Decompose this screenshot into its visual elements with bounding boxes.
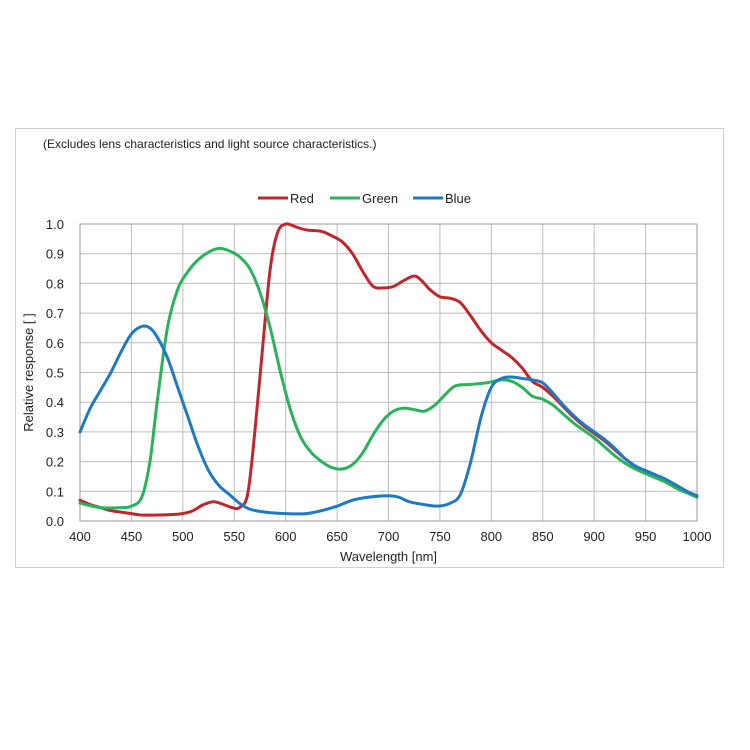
y-tick-label: 0.5 <box>46 366 64 381</box>
x-tick-label: 600 <box>275 529 297 544</box>
legend: Red Green Blue <box>258 191 471 206</box>
y-tick-label: 0.0 <box>46 514 64 529</box>
chart-note: (Excludes lens characteristics and light… <box>43 137 377 151</box>
x-axis-label: Wavelength [nm] <box>340 549 437 564</box>
x-tick-label: 400 <box>69 529 91 544</box>
x-tick-label: 500 <box>172 529 194 544</box>
y-tick-label: 0.4 <box>46 395 64 410</box>
y-tick-label: 0.9 <box>46 247 64 262</box>
y-tick-label: 0.7 <box>46 306 64 321</box>
y-tick-label: 0.3 <box>46 425 64 440</box>
x-tick-label: 1000 <box>683 529 712 544</box>
y-axis-label: Relative response [ ] <box>21 313 36 432</box>
y-tick-label: 0.8 <box>46 276 64 291</box>
legend-label-red: Red <box>290 191 314 206</box>
legend-label-blue: Blue <box>445 191 471 206</box>
x-tick-label: 900 <box>583 529 605 544</box>
y-tick-labels: 0.0 0.1 0.2 0.3 0.4 0.5 0.6 0.7 0.8 0.9 1.0 <box>46 217 64 529</box>
series-line-green <box>78 246 699 510</box>
x-tick-label: 800 <box>480 529 502 544</box>
y-tick-label: 0.1 <box>46 484 64 499</box>
x-tick-label: 750 <box>429 529 451 544</box>
y-tick-label: 0.6 <box>46 336 64 351</box>
chart-frame: (Excludes lens characteristics and light… <box>15 128 724 568</box>
x-tick-label: 450 <box>121 529 143 544</box>
x-tick-label: 550 <box>223 529 245 544</box>
x-tick-label: 850 <box>532 529 554 544</box>
y-tick-label: 0.2 <box>46 455 64 470</box>
series-lines <box>78 222 699 517</box>
x-tick-label: 650 <box>326 529 348 544</box>
x-tick-label: 700 <box>378 529 400 544</box>
x-tick-labels: 400 450 500 550 600 650 700 750 800 850 900 950 1000 <box>69 529 711 544</box>
series-line-blue <box>78 324 699 516</box>
x-tick-label: 950 <box>635 529 657 544</box>
y-tick-label: 1.0 <box>46 217 64 232</box>
plot-border <box>79 223 698 522</box>
legend-label-green: Green <box>362 191 398 206</box>
